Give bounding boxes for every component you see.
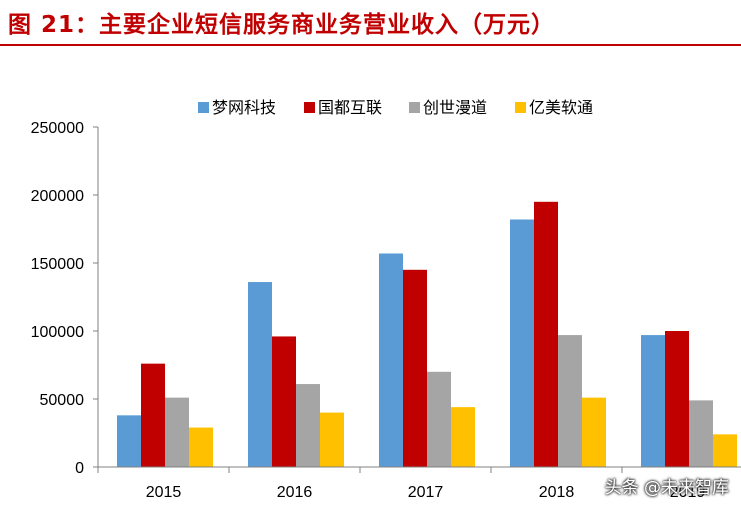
- bar: [582, 397, 606, 467]
- legend-label: 梦网科技: [212, 98, 276, 117]
- y-tick-label: 150000: [31, 256, 84, 273]
- legend-swatch: [515, 102, 526, 113]
- y-tick-label: 0: [75, 460, 84, 477]
- bars: [117, 201, 737, 468]
- chart-title: 图 21：主要企业短信服务商业务营业收入（万元）: [8, 12, 556, 38]
- bar: [320, 412, 344, 467]
- chart-legend: 梦网科技 国都互联 创世漫道 亿美软通: [198, 98, 593, 117]
- x-axis: 2015 2016 2017 2018 2019: [97, 466, 741, 501]
- legend-label: 亿美软通: [529, 98, 593, 117]
- bar: [379, 253, 403, 467]
- x-tick-label: 2018: [539, 484, 575, 501]
- x-tick-label: 2019: [670, 484, 706, 501]
- legend-swatch: [198, 102, 209, 113]
- bar: [403, 269, 427, 467]
- bar: [558, 335, 582, 467]
- y-axis: 0 50000 100000 150000 200000 250000: [31, 120, 99, 477]
- bar: [141, 363, 165, 467]
- bar: [641, 335, 665, 467]
- legend-label: 国都互联: [318, 98, 382, 117]
- legend-swatch: [304, 102, 315, 113]
- y-tick-label: 100000: [31, 324, 84, 341]
- bar: [451, 407, 475, 467]
- bar: [427, 371, 451, 467]
- bar: [534, 201, 558, 468]
- title-divider: [0, 44, 741, 46]
- legend-swatch: [409, 102, 420, 113]
- bar: [510, 219, 534, 467]
- bar: [165, 397, 189, 467]
- watermark-text: 头条 @未来智库: [604, 478, 729, 498]
- bar: [665, 331, 689, 467]
- x-tick-label: 2015: [146, 484, 182, 501]
- bar: [189, 427, 213, 467]
- bar: [713, 434, 737, 467]
- x-tick-label: 2016: [277, 484, 313, 501]
- x-tick-label: 2017: [408, 484, 444, 501]
- bar: [296, 384, 320, 467]
- y-tick-label: 250000: [31, 120, 84, 137]
- y-tick-label: 200000: [31, 188, 84, 205]
- y-tick-label: 50000: [40, 392, 85, 409]
- bar: [117, 415, 141, 467]
- legend-label: 创世漫道: [423, 98, 487, 117]
- bar: [248, 282, 272, 467]
- bar: [272, 336, 296, 467]
- bar: [689, 400, 713, 467]
